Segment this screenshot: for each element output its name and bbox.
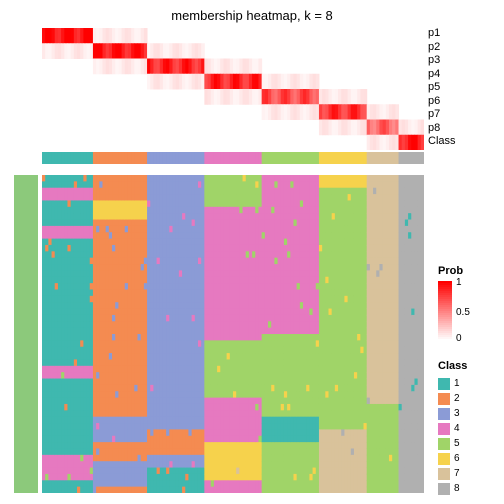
class-legend-item: 1: [438, 376, 498, 391]
probability-legend: Prob 1 0.5 0: [438, 265, 498, 341]
class-swatch: [438, 408, 450, 420]
prob-gradient-bar: [438, 281, 452, 341]
sampling-heatmap: [42, 175, 424, 493]
row-label: p8: [428, 123, 468, 137]
class-label: 7: [454, 468, 460, 479]
class-legend-item: 4: [438, 421, 498, 436]
row-label: p7: [428, 109, 468, 123]
class-label: 4: [454, 423, 460, 434]
class-legend-item: 8: [438, 481, 498, 496]
prob-legend-title: Prob: [438, 265, 498, 277]
row-label: p6: [428, 96, 468, 110]
row-label: p4: [428, 69, 468, 83]
class-swatch: [438, 468, 450, 480]
class-legend-item: 5: [438, 436, 498, 451]
class-annotation-strip: [42, 152, 424, 164]
class-label: 1: [454, 378, 460, 389]
class-legend-item: 2: [438, 391, 498, 406]
row-label: p2: [428, 42, 468, 56]
class-legend: Class 1 2 3 4 5 6 7 8: [438, 360, 498, 496]
class-swatch: [438, 438, 450, 450]
membership-probability-heatmap: [42, 28, 424, 150]
class-label: 6: [454, 453, 460, 464]
class-legend-title: Class: [438, 360, 498, 372]
class-swatch: [438, 453, 450, 465]
class-swatch: [438, 483, 450, 495]
top-row-labels: p1p2p3p4p5p6p7p8Class: [428, 28, 468, 150]
class-label: 3: [454, 408, 460, 419]
class-swatch: [438, 393, 450, 405]
row-label: p1: [428, 28, 468, 42]
row-label: p5: [428, 82, 468, 96]
class-swatch: [438, 423, 450, 435]
sampling-annotation-bar: [14, 175, 38, 493]
class-label: 5: [454, 438, 460, 449]
chart-title: membership heatmap, k = 8: [0, 8, 504, 23]
class-legend-item: 3: [438, 406, 498, 421]
class-legend-item: 7: [438, 466, 498, 481]
class-label: 2: [454, 393, 460, 404]
class-swatch: [438, 378, 450, 390]
class-legend-item: 6: [438, 451, 498, 466]
row-label: p3: [428, 55, 468, 69]
row-label: Class: [428, 136, 468, 150]
class-label: 8: [454, 483, 460, 494]
